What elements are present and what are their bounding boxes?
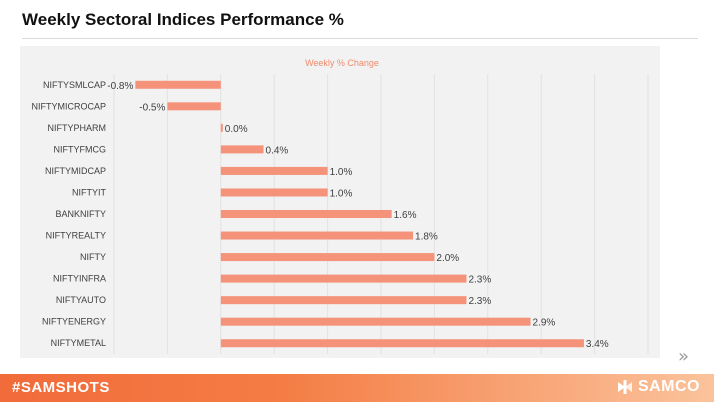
data-label: 2.3% [468,275,491,286]
data-label: 0.4% [266,145,289,156]
data-label: 1.8% [415,232,438,243]
category-label: NIFTYMIDCAP [45,166,106,176]
footer-brand: SAMCO [616,378,700,396]
data-labels: -0.8% -0.5% 0.0% 0.4% 1.0% 1.0% 1.6% 1.8% 2.0% 2.… [107,81,609,350]
data-label: 0.0% [225,124,248,135]
data-label: -0.5% [139,102,165,113]
bar [220,166,328,175]
bar [220,210,392,218]
bar [220,274,467,283]
category-label: NIFTYSMLCAP [43,80,106,90]
category-labels: NIFTYSMLCAP NIFTYMICROCAP NIFTYPHARM NIFTYF… [31,80,106,348]
category-label: BANKNIFTY [55,209,106,219]
samco-logo-icon [617,380,632,394]
data-label: -0.8% [107,81,133,92]
chart-legend: Weekly % Change [305,58,379,68]
category-label: NIFTYREALTY [46,231,106,241]
data-label: 1.6% [394,210,417,221]
bar [135,80,221,89]
data-label: 3.4% [586,339,609,350]
bar [220,231,414,240]
data-label: 1.0% [330,188,353,199]
page-title: Weekly Sectoral Indices Performance % [22,10,344,29]
category-label: NIFTYAUTO [56,295,106,305]
double-chevron-right-icon[interactable]: » [678,346,690,367]
footer-hashtag: #SAMSHOTS [12,379,110,396]
data-label: 2.3% [468,296,491,307]
bar [220,296,467,305]
category-label: NIFTYINFRA [53,274,106,284]
bar [220,123,223,132]
bar [220,317,531,326]
bar-chart: Weekly % Change NIFTYSMLCAP NIFTYMICROCAP… [31,58,649,354]
category-label: NIFTYFMCG [54,144,107,154]
category-label: NIFTYMICROCAP [31,101,106,111]
data-label: 2.9% [533,318,556,329]
category-label: NIFTYIT [72,187,106,197]
category-label: NIFTYPHARM [48,123,107,133]
data-label: 2.0% [436,253,459,264]
title-divider [22,38,698,39]
category-label: NIFTYENERGY [42,317,106,327]
brand-name: SAMCO [637,378,700,395]
bar [220,188,328,197]
footer-bar: #SAMSHOTS SAMCO [0,374,714,402]
chart-panel: Weekly % Change NIFTYSMLCAP NIFTYMICROCAP… [20,46,660,358]
bar [167,102,221,111]
bars [135,80,584,348]
bar [220,339,584,348]
data-label: 1.0% [330,167,353,178]
bar [220,253,435,262]
bar [220,145,264,154]
category-label: NIFTY [80,252,106,262]
category-label: NIFTYMETAL [51,338,106,348]
